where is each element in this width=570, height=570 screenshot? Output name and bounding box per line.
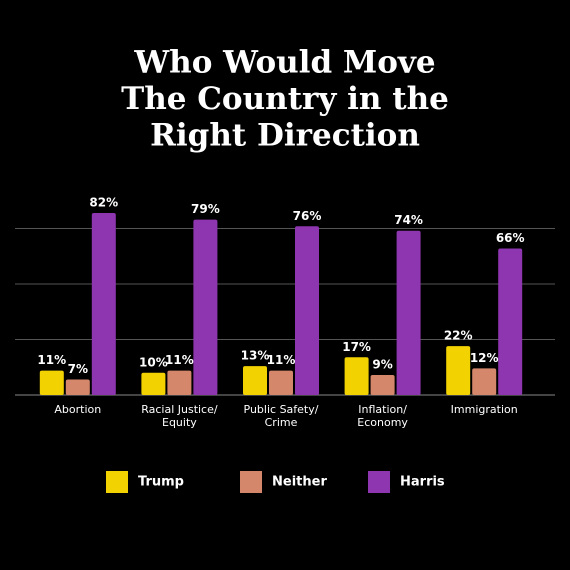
bar [370, 375, 395, 395]
value-label: 22% [444, 329, 473, 343]
legend-label: Trump [138, 475, 184, 490]
chart-title: Right Direction [150, 118, 420, 154]
chart-title: The Country in the [121, 81, 449, 117]
x-tick-label: Equity [162, 416, 197, 429]
x-tick-label: Economy [357, 416, 408, 429]
x-tick-label: Public Safety/ [244, 403, 319, 416]
value-label: 7% [68, 362, 88, 376]
value-label: 66% [496, 231, 525, 245]
bar [472, 368, 497, 395]
value-label: 10% [139, 355, 168, 369]
legend-swatch [240, 471, 262, 493]
bar [243, 366, 267, 395]
value-label: 9% [372, 358, 392, 372]
x-tick-label: Inflation/ [358, 403, 407, 416]
x-tick-label: Crime [265, 416, 298, 429]
bar [141, 372, 166, 395]
chart-title: Who Would Move [133, 45, 435, 81]
value-label: 17% [342, 340, 371, 354]
bar [193, 219, 218, 395]
bar [295, 226, 319, 395]
bar [344, 357, 369, 395]
legend-label: Harris [400, 475, 445, 490]
legend-swatch [106, 471, 128, 493]
value-label: 11% [165, 353, 194, 367]
value-label: 12% [470, 351, 499, 365]
value-label: 74% [394, 213, 423, 227]
legend-swatch [368, 471, 390, 493]
bar [446, 346, 471, 395]
bar [39, 370, 64, 395]
value-label: 11% [37, 353, 66, 367]
value-label: 13% [241, 349, 270, 363]
x-tick-label: Immigration [451, 403, 518, 416]
legend-label: Neither [272, 475, 327, 490]
bar [65, 379, 90, 395]
value-label: 82% [89, 195, 118, 209]
bar [269, 370, 293, 395]
bar [91, 212, 116, 395]
bar [396, 230, 421, 395]
bar [167, 370, 192, 395]
value-label: 79% [191, 202, 220, 216]
value-label: 11% [267, 353, 296, 367]
bar [498, 248, 523, 395]
x-tick-label: Abortion [54, 403, 101, 416]
x-tick-label: Racial Justice/ [141, 403, 218, 416]
value-label: 76% [293, 209, 322, 223]
